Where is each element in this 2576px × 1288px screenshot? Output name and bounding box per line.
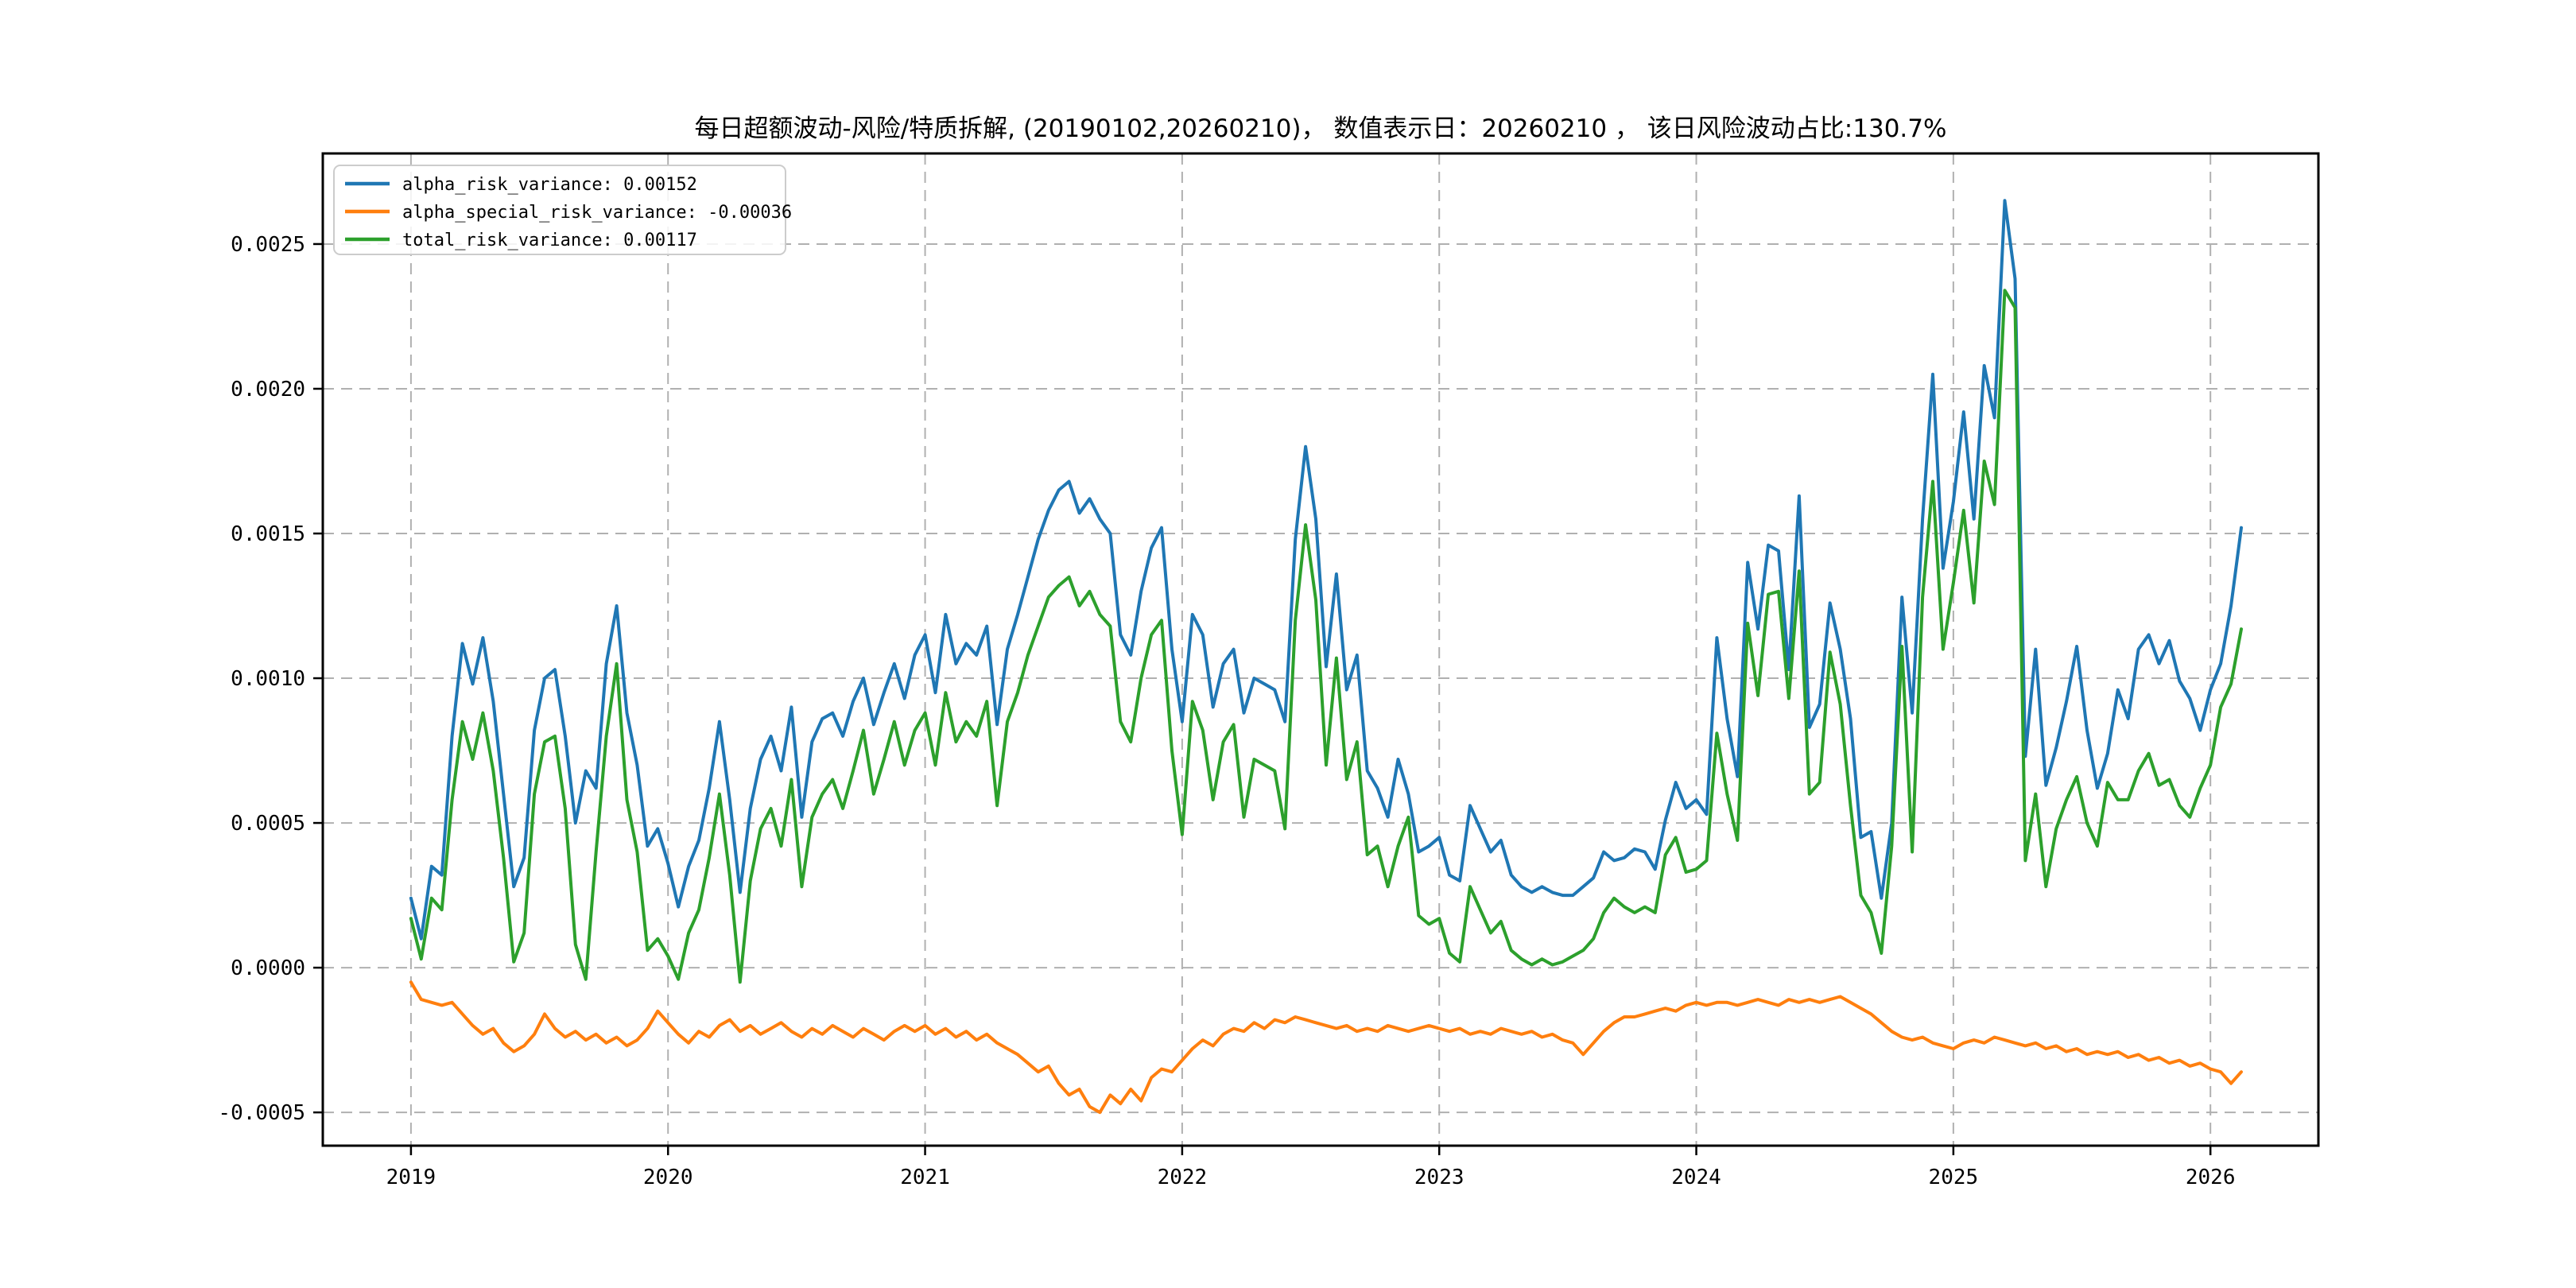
chart-title: 每日超额波动-风险/特质拆解, (20190102,20260210)， 数值表…	[695, 114, 1947, 143]
y-tick-label-0.0005: 0.0005	[231, 812, 305, 836]
grid-layer	[323, 153, 2318, 1146]
x-tick-label-2021: 2021	[900, 1166, 950, 1189]
legend-label-alpha_risk_variance: alpha_risk_variance: 0.00152	[402, 175, 697, 195]
y-tick-label-0.0015: 0.0015	[231, 522, 305, 546]
legend-label-alpha_special_risk_variance: alpha_special_risk_variance: -0.00036	[402, 203, 792, 223]
x-tick-label-2025: 2025	[1929, 1166, 1979, 1189]
x-tick-label-2020: 2020	[643, 1166, 693, 1189]
legend-label-total_risk_variance: total_risk_variance: 0.00117	[402, 231, 697, 250]
y-tick-label--0.0005: -0.0005	[218, 1101, 305, 1125]
x-tick-label-2026: 2026	[2186, 1166, 2236, 1189]
x-tick-label-2024: 2024	[1671, 1166, 1721, 1189]
x-tick-label-2022: 2022	[1158, 1166, 1208, 1189]
y-tick-label-0.0025: 0.0025	[231, 233, 305, 257]
x-tick-label-2019: 2019	[386, 1166, 436, 1189]
x-tick-label-2023: 2023	[1414, 1166, 1465, 1189]
series-layer	[409, 199, 2243, 1115]
series-line-alpha_risk_variance	[409, 199, 2243, 941]
legend: alpha_risk_variance: 0.00152 alpha_specia…	[333, 165, 792, 255]
y-tick-label-0.0000: 0.0000	[231, 956, 305, 980]
tick-layer: 2019 2020 2021 2022 2023 2024 2025 2026 -0.0005 0…	[218, 233, 2235, 1189]
legend-box	[333, 165, 786, 255]
axes-layer	[321, 152, 2320, 1147]
y-tick-label-0.0020: 0.0020	[231, 378, 305, 402]
series-line-total_risk_variance	[409, 289, 2243, 984]
plot-border	[321, 152, 2320, 1147]
y-tick-label-0.0010: 0.0010	[231, 667, 305, 691]
series-line-alpha_special_risk_variance	[409, 980, 2243, 1115]
